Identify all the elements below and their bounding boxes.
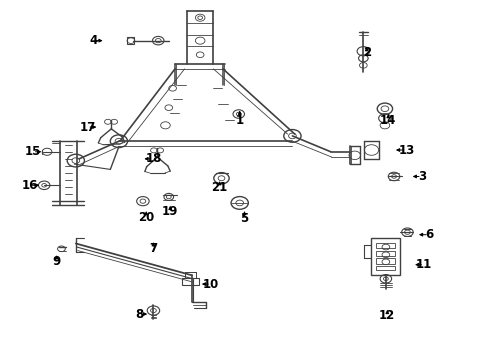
Bar xyxy=(127,37,134,44)
Text: 9: 9 xyxy=(52,255,61,267)
Text: 17: 17 xyxy=(79,121,95,134)
Text: 12: 12 xyxy=(378,309,395,322)
Text: 8: 8 xyxy=(135,307,143,320)
Text: 10: 10 xyxy=(203,278,219,291)
Text: 5: 5 xyxy=(240,212,248,225)
Bar xyxy=(376,243,395,248)
Text: 1: 1 xyxy=(235,113,244,126)
Text: 4: 4 xyxy=(89,34,98,47)
Bar xyxy=(376,251,395,256)
Text: 18: 18 xyxy=(145,152,162,165)
Text: 19: 19 xyxy=(162,205,178,218)
Text: 3: 3 xyxy=(417,170,425,183)
Text: 11: 11 xyxy=(415,258,431,271)
Text: 13: 13 xyxy=(398,144,414,157)
Bar xyxy=(376,258,395,264)
Text: 20: 20 xyxy=(138,211,154,224)
Text: 14: 14 xyxy=(379,113,396,126)
Text: 21: 21 xyxy=(211,181,227,194)
Text: 16: 16 xyxy=(21,179,38,192)
Text: 2: 2 xyxy=(362,46,370,59)
Text: 6: 6 xyxy=(424,228,432,241)
Text: 15: 15 xyxy=(24,145,41,158)
Bar xyxy=(376,266,395,270)
Bar xyxy=(182,278,199,285)
Bar xyxy=(371,238,399,275)
Text: 7: 7 xyxy=(149,242,157,255)
